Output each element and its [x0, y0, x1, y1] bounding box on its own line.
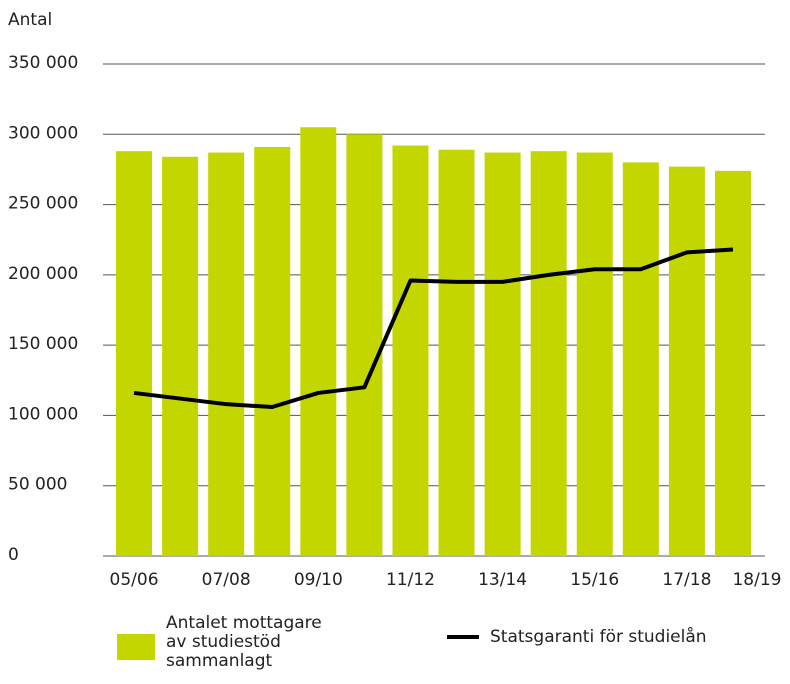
y-tick-label: 150 000 [8, 334, 78, 354]
x-tick-label: 11/12 [386, 570, 435, 590]
legend-label: Antalet mottagare av studiestöd sammanla… [166, 613, 322, 671]
bar [576, 152, 613, 556]
y-axis-label: Antal [8, 10, 52, 30]
x-tick-label: 09/10 [294, 570, 343, 590]
bar [162, 156, 199, 556]
bar [438, 149, 475, 556]
x-tick-label: 05/06 [110, 570, 159, 590]
y-tick-label: 250 000 [8, 194, 78, 214]
x-tick-label: 18/19 [732, 570, 781, 590]
legend-swatch-bar [117, 634, 155, 660]
bar [208, 152, 245, 556]
bar [622, 162, 659, 556]
bar [530, 151, 567, 556]
bar [254, 146, 291, 557]
bar [668, 166, 705, 557]
x-tick-label: 17/18 [662, 570, 711, 590]
line [133, 247, 734, 409]
bar [392, 145, 429, 556]
x-tick-label: 15/16 [570, 570, 619, 590]
x-tick-label: 13/14 [478, 570, 527, 590]
bar [300, 127, 337, 556]
y-tick-label: 0 [8, 545, 19, 565]
y-tick-label: 300 000 [8, 123, 78, 143]
y-tick-label: 100 000 [8, 404, 78, 424]
bar [346, 134, 383, 557]
bar [714, 170, 751, 556]
y-tick-label: 200 000 [8, 264, 78, 284]
legend-swatch-line [447, 635, 479, 639]
y-tick-label: 350 000 [8, 53, 78, 73]
legend-label: Statsgaranti för studielån [490, 627, 707, 647]
bar [484, 152, 521, 556]
bar [116, 151, 153, 556]
x-tick-label: 07/08 [202, 570, 251, 590]
y-tick-label: 50 000 [8, 475, 67, 495]
